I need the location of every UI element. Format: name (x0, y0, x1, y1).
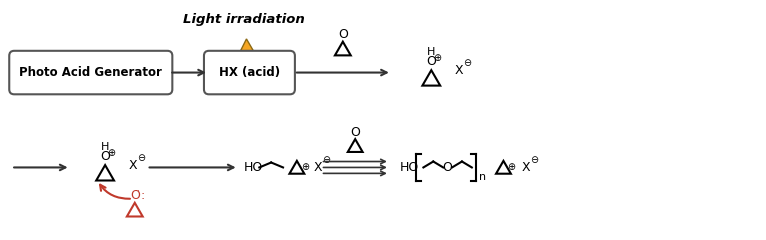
Text: O: O (442, 161, 452, 174)
Text: O: O (350, 126, 360, 139)
Text: Light irradiation: Light irradiation (182, 13, 304, 26)
Text: ⊖: ⊖ (322, 155, 330, 165)
Text: :: : (140, 189, 145, 202)
Text: HO: HO (244, 161, 263, 174)
Text: Ö: Ö (129, 189, 139, 202)
Text: ⊕: ⊕ (434, 53, 441, 63)
FancyArrowPatch shape (100, 185, 130, 199)
Text: ⊕: ⊕ (107, 148, 116, 158)
Text: ⊖: ⊖ (463, 58, 471, 68)
FancyBboxPatch shape (9, 51, 172, 94)
Text: X: X (129, 159, 137, 172)
Text: HX (acid): HX (acid) (219, 66, 280, 79)
Text: O: O (100, 150, 110, 163)
Text: n: n (479, 172, 486, 182)
Text: X: X (314, 161, 322, 174)
Polygon shape (234, 39, 254, 67)
Text: Photo Acid Generator: Photo Acid Generator (19, 66, 162, 79)
Text: H: H (101, 142, 110, 152)
Text: ⊕: ⊕ (508, 162, 516, 172)
Text: H: H (427, 47, 436, 57)
Text: ⊖: ⊖ (136, 153, 145, 162)
FancyBboxPatch shape (204, 51, 295, 94)
Text: HO: HO (400, 161, 419, 174)
Text: X: X (455, 64, 463, 77)
Text: X: X (522, 161, 531, 174)
Text: O: O (338, 28, 348, 41)
Text: ⊖: ⊖ (530, 155, 538, 165)
Text: ⊕: ⊕ (301, 162, 309, 172)
Text: O: O (427, 55, 437, 68)
